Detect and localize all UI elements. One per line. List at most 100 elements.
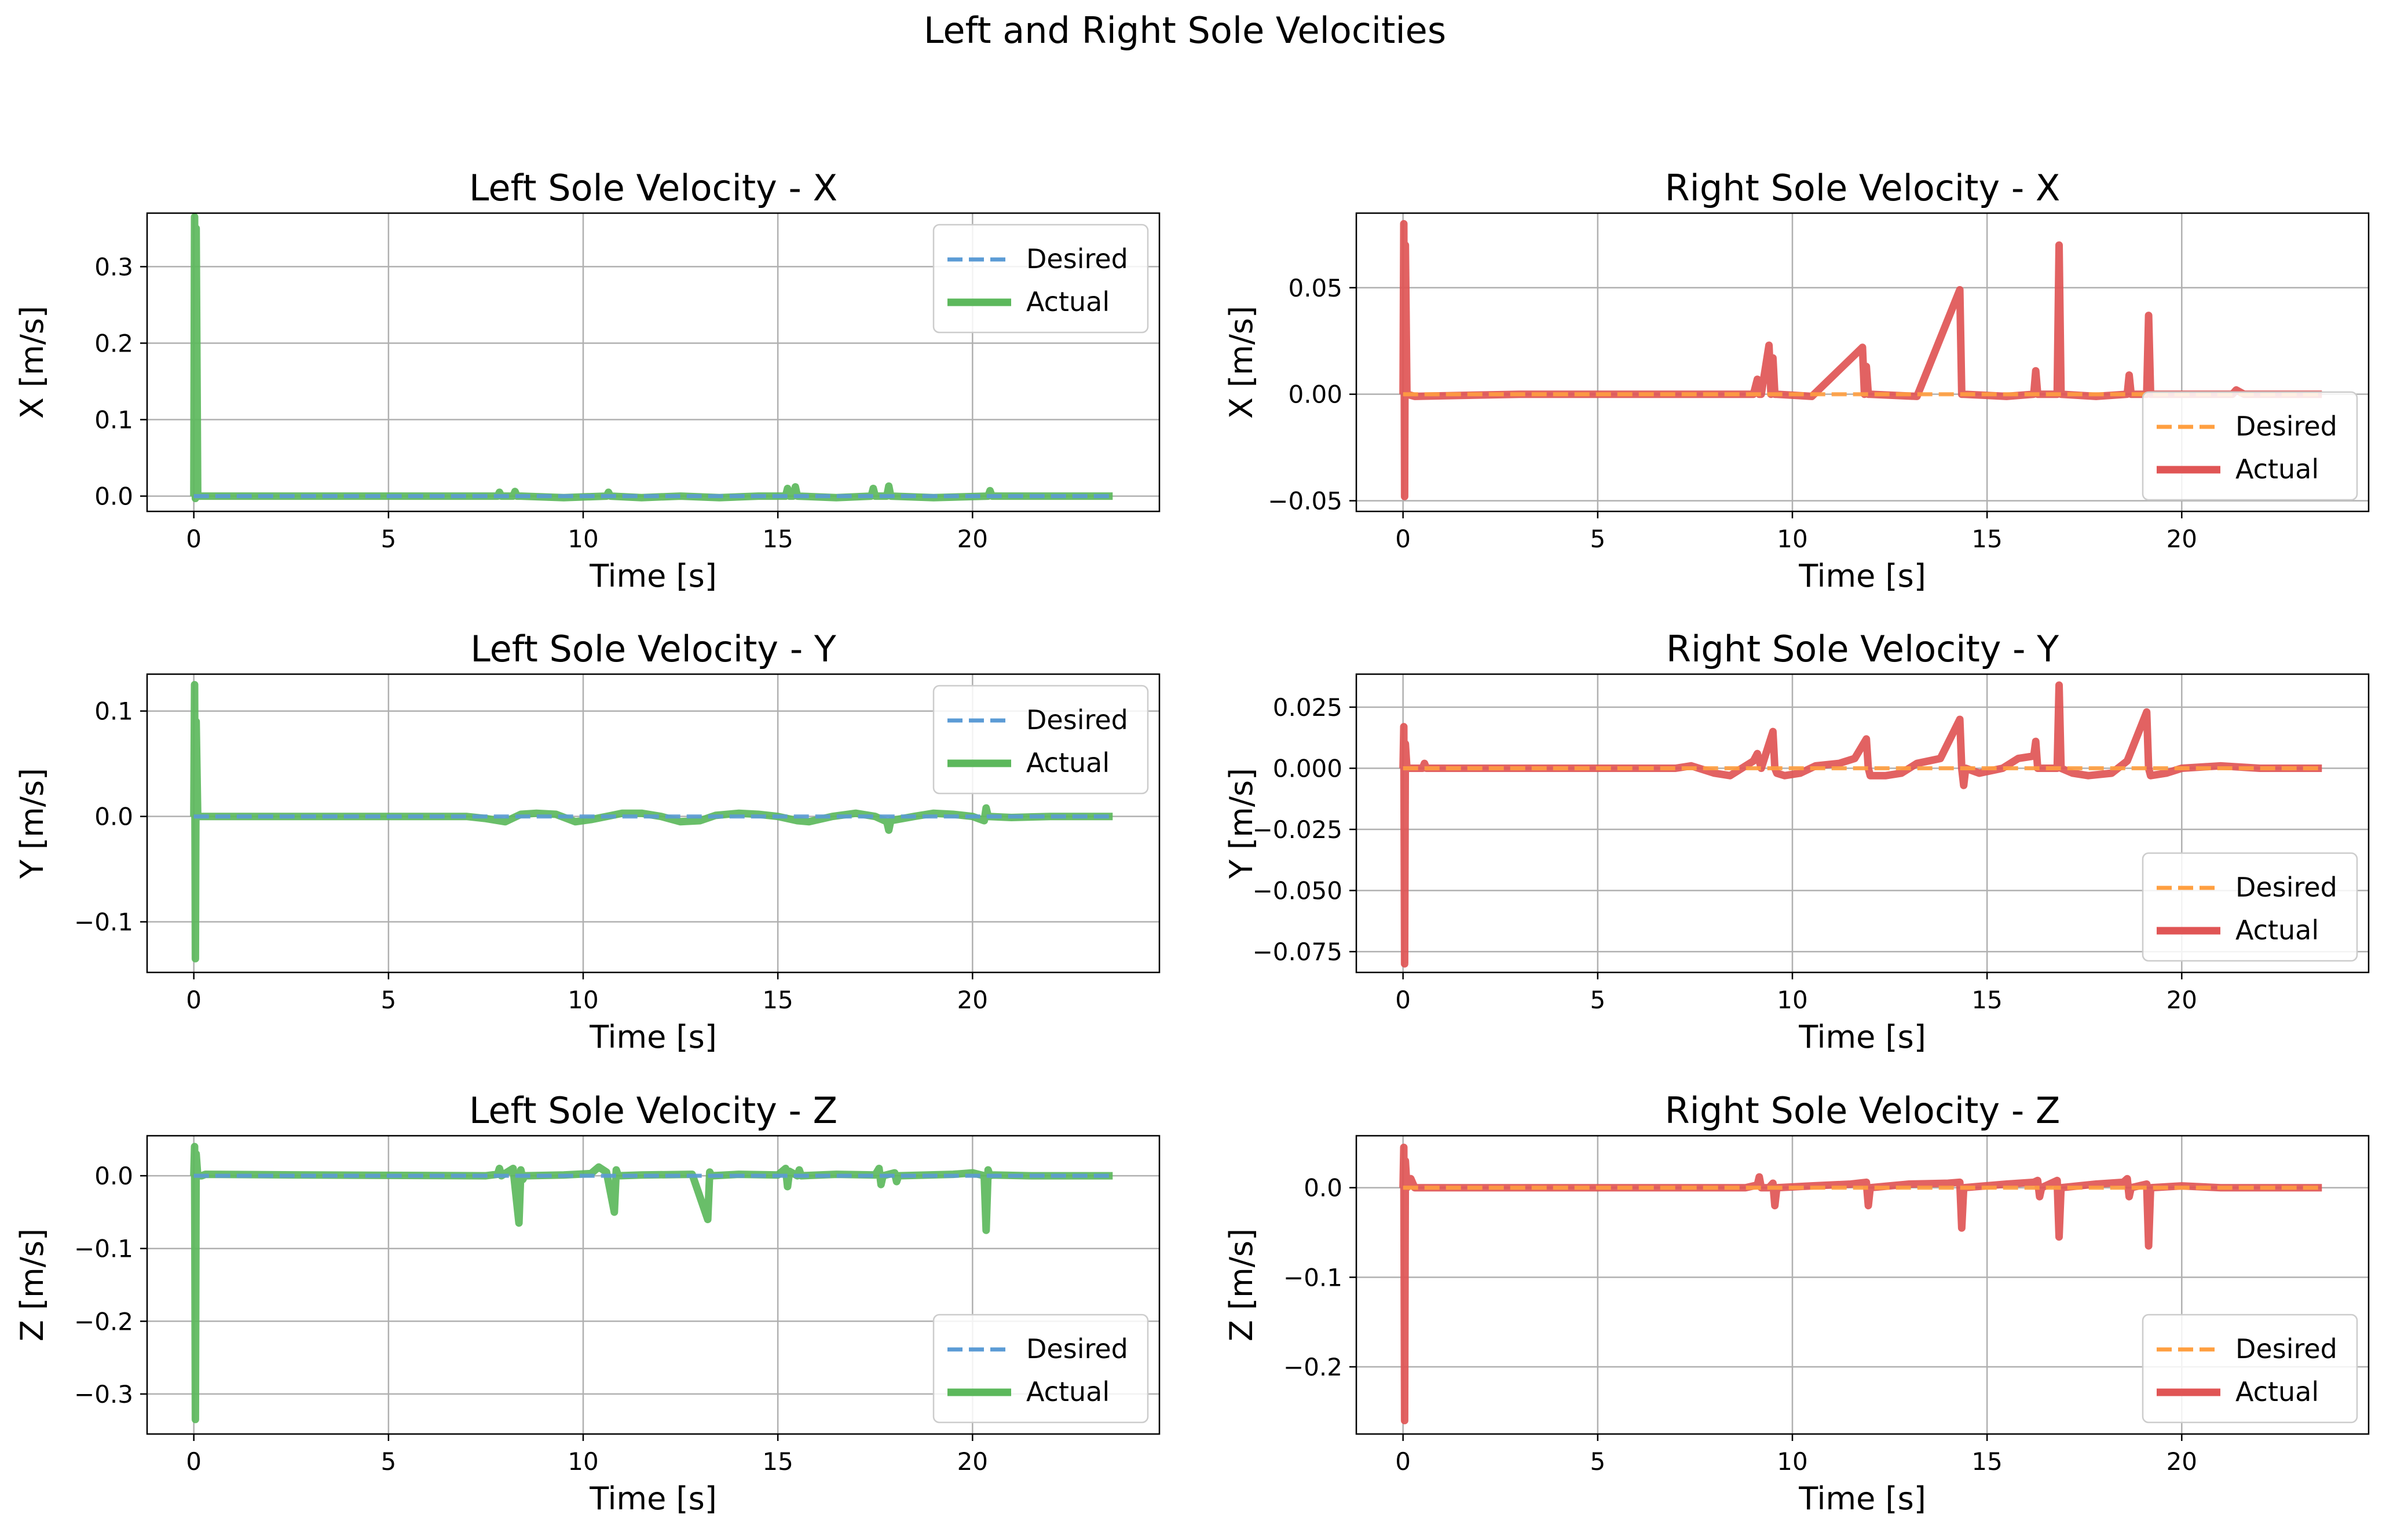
y-tick-label: 0.00 xyxy=(1288,381,1342,409)
y-tick-label: 0.0 xyxy=(94,1162,133,1190)
x-tick-label: 20 xyxy=(2167,986,2197,1014)
y-tick-label: −0.3 xyxy=(74,1380,133,1409)
x-axis-label: Time [s] xyxy=(1798,1019,1926,1055)
y-tick-label: −0.2 xyxy=(74,1307,133,1336)
x-tick-label: 15 xyxy=(1971,1447,2002,1476)
legend-label-actual: Actual xyxy=(1026,286,1110,317)
y-axis-label: X [m/s] xyxy=(14,306,50,419)
x-tick-label: 15 xyxy=(1971,986,2002,1014)
x-tick-label: 0 xyxy=(1395,525,1411,553)
x-axis-label: Time [s] xyxy=(589,1480,717,1517)
legend: Desired Actual xyxy=(2142,1314,2358,1424)
subplot-title: Left Sole Velocity - Y xyxy=(470,628,836,670)
y-tick-label: −0.075 xyxy=(1253,938,1342,966)
plot-area xyxy=(190,681,1113,963)
legend-label-desired: Desired xyxy=(1026,1333,1128,1365)
subplot-title: Right Sole Velocity - X xyxy=(1665,167,2061,209)
axes-frame xyxy=(1355,673,2370,974)
legend-label-actual: Actual xyxy=(1026,1376,1110,1407)
subplot-right_z: 0 5 10 15 20 −0.2 −0.1 0.0 Right Sole Velocity -… xyxy=(1223,1089,2370,1517)
y-tick-label: 0.05 xyxy=(1288,274,1342,302)
x-tick-label: 10 xyxy=(1777,986,1807,1014)
plot-area xyxy=(190,1143,1113,1424)
x-axis-label: Time [s] xyxy=(1798,558,1926,594)
x-tick-label: 15 xyxy=(762,1447,793,1476)
series-line-actual xyxy=(1399,1143,2322,1425)
y-tick-label: 0.0 xyxy=(1304,1174,1342,1202)
legend: Desired Actual xyxy=(932,685,1149,795)
y-tick-label: −0.05 xyxy=(1268,487,1342,515)
x-tick-label: 0 xyxy=(1395,986,1411,1014)
series-line-actual xyxy=(1399,220,2322,500)
x-tick-label: 5 xyxy=(380,525,396,553)
x-tick-label: 0 xyxy=(186,525,202,553)
x-tick-label: 5 xyxy=(1590,986,1605,1014)
subplot-title: Left Sole Velocity - X xyxy=(469,167,837,209)
y-tick-label: 0.1 xyxy=(94,406,133,434)
legend-label-desired: Desired xyxy=(1026,243,1128,275)
subplot-left_y: 0 5 10 15 20 −0.1 0.0 0.1 Left Sole Velocity - Y… xyxy=(14,628,1161,1055)
x-tick-label: 20 xyxy=(957,525,988,553)
subplot-right_x: 0 5 10 15 20 −0.05 0.00 0.05 Right Sole Velocity… xyxy=(1223,167,2370,594)
y-tick-label: 0.025 xyxy=(1273,693,1342,722)
x-tick-label: 5 xyxy=(380,986,396,1014)
y-tick-label: −0.050 xyxy=(1253,877,1342,905)
plot-area xyxy=(1399,220,2322,500)
x-tick-label: 10 xyxy=(1777,1447,1807,1476)
x-tick-label: 15 xyxy=(1971,525,2002,553)
plot-area xyxy=(1399,1143,2322,1425)
x-tick-label: 0 xyxy=(1395,1447,1411,1476)
x-tick-label: 0 xyxy=(186,1447,202,1476)
y-tick-label: −0.1 xyxy=(74,908,133,937)
legend-label-actual: Actual xyxy=(2235,453,2319,485)
y-tick-label: 0.0 xyxy=(94,803,133,831)
plot-area xyxy=(190,213,1113,503)
x-tick-label: 20 xyxy=(2167,525,2197,553)
legend: Desired Actual xyxy=(932,1314,1149,1424)
x-tick-label: 5 xyxy=(1590,525,1605,553)
x-tick-label: 20 xyxy=(2167,1447,2197,1476)
x-tick-label: 10 xyxy=(1777,525,1807,553)
plot-area xyxy=(1399,681,2322,968)
x-tick-label: 10 xyxy=(568,986,598,1014)
x-axis-label: Time [s] xyxy=(589,1019,717,1055)
x-tick-label: 10 xyxy=(568,525,598,553)
x-tick-label: 10 xyxy=(568,1447,598,1476)
x-tick-label: 5 xyxy=(380,1447,396,1476)
y-tick-label: 0.3 xyxy=(94,253,133,281)
legend: Desired Actual xyxy=(2142,391,2358,501)
y-axis-label: Z [m/s] xyxy=(1223,1228,1260,1341)
axes-frame xyxy=(1355,212,2370,513)
axes-frame xyxy=(146,673,1161,974)
x-tick-label: 20 xyxy=(957,1447,988,1476)
subplot-title: Right Sole Velocity - Z xyxy=(1665,1089,2061,1132)
y-axis-label: Z [m/s] xyxy=(14,1228,50,1341)
axes-frame xyxy=(1355,1135,2370,1435)
legend: Desired Actual xyxy=(932,224,1149,334)
x-tick-label: 15 xyxy=(762,986,793,1014)
figure-suptitle: Left and Right Sole Velocities xyxy=(924,9,1446,52)
x-axis-label: Time [s] xyxy=(589,558,717,594)
legend-label-desired: Desired xyxy=(2235,411,2337,442)
legend-label-desired: Desired xyxy=(2235,1333,2337,1365)
y-tick-label: −0.025 xyxy=(1253,815,1342,844)
x-tick-label: 5 xyxy=(1590,1447,1605,1476)
subplot-title: Left Sole Velocity - Z xyxy=(469,1089,837,1132)
axes-frame xyxy=(146,1135,1161,1435)
axes-frame xyxy=(146,212,1161,513)
legend: Desired Actual xyxy=(2142,852,2358,962)
subplot-title: Right Sole Velocity - Y xyxy=(1666,628,2059,670)
x-tick-label: 0 xyxy=(186,986,202,1014)
subplot-left_x: 0 5 10 15 20 0.0 0.1 0.2 0.3 Left Sole Velocity -… xyxy=(14,167,1161,594)
legend-label-desired: Desired xyxy=(1026,704,1128,736)
subplot-left_z: 0 5 10 15 20 −0.3 −0.2 −0.1 0.0 Left Sole Velocit… xyxy=(14,1089,1161,1517)
y-tick-label: −0.1 xyxy=(74,1235,133,1263)
x-tick-label: 20 xyxy=(957,986,988,1014)
y-axis-label: Y [m/s] xyxy=(14,768,50,879)
legend-label-actual: Actual xyxy=(1026,747,1110,778)
series-line-actual xyxy=(1399,681,2322,968)
y-tick-label: 0.1 xyxy=(94,697,133,726)
x-tick-label: 15 xyxy=(762,525,793,553)
